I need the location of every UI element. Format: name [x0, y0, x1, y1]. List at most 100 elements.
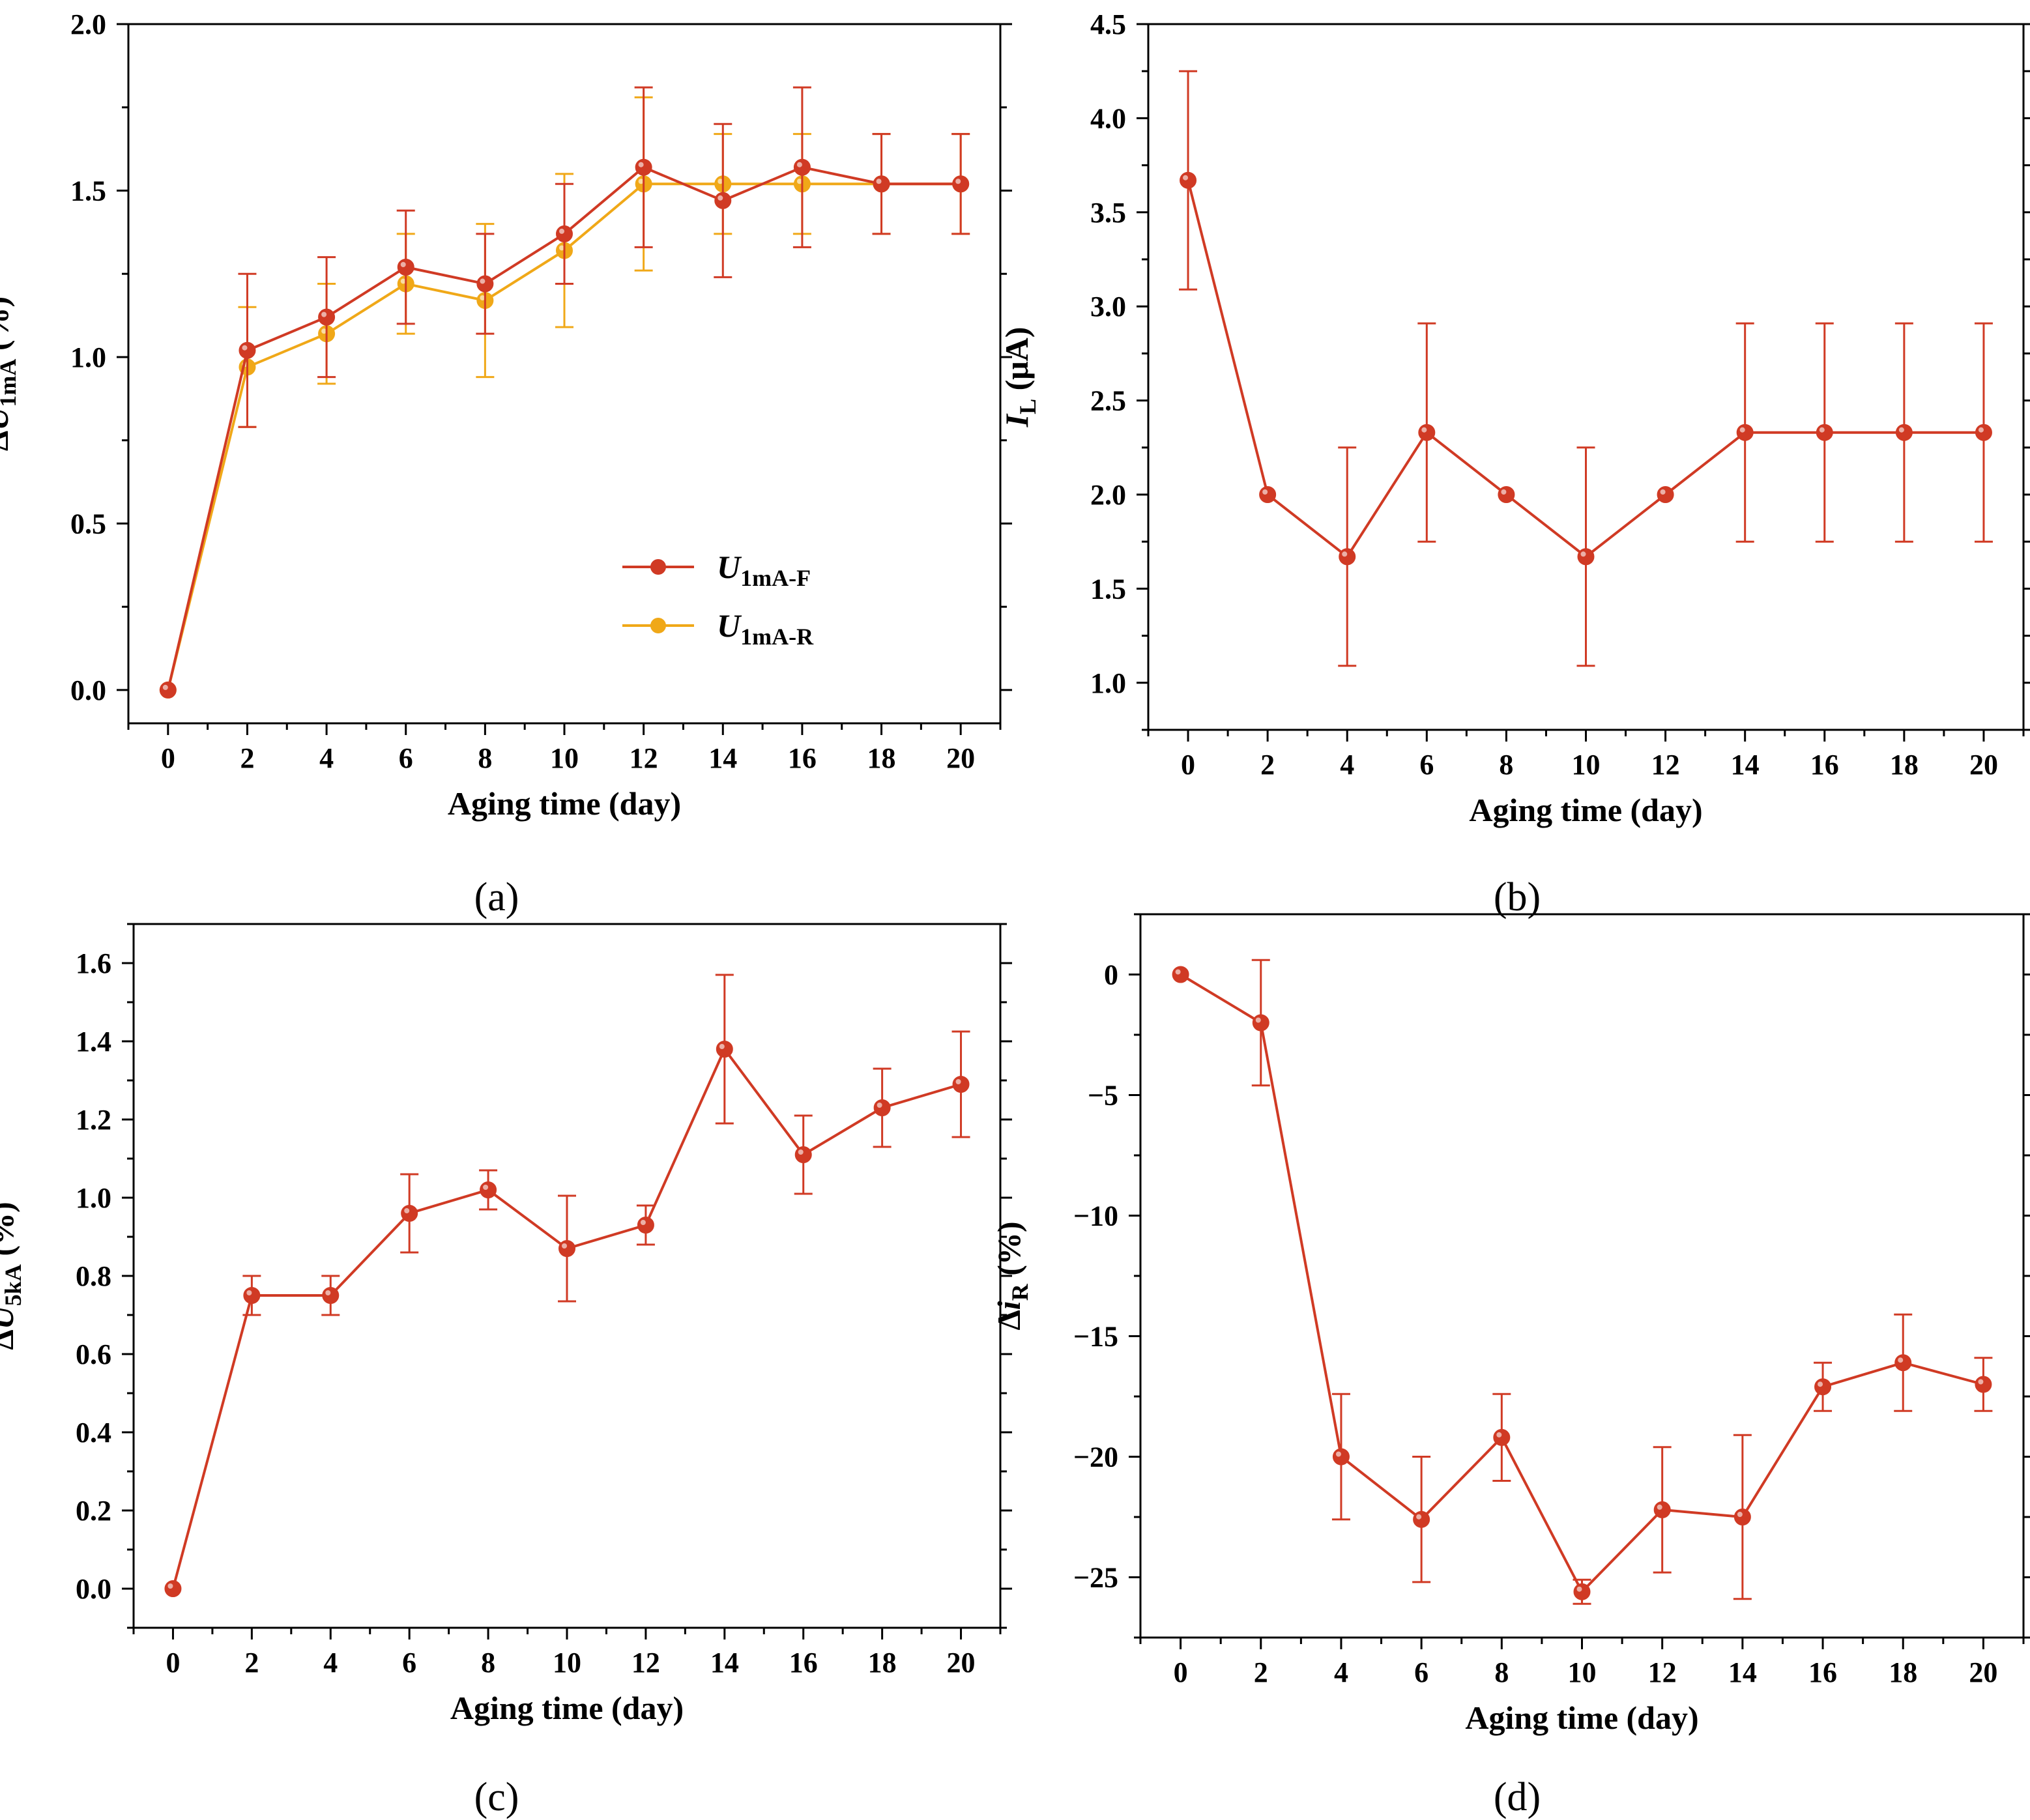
x-tick-label: 4: [1334, 1656, 1348, 1688]
data-point-highlight: [1496, 1432, 1502, 1437]
data-point-highlight: [1255, 1017, 1261, 1023]
x-tick-label: 16: [789, 1647, 818, 1679]
y-tick-label: 0.5: [70, 508, 106, 540]
data-point: [1498, 486, 1515, 503]
y-tick-label: 2.5: [1090, 385, 1126, 417]
data-point-highlight: [483, 1185, 489, 1190]
data-point-highlight: [955, 179, 961, 184]
x-axis-label: Aging time (day): [450, 1690, 684, 1726]
data-point-highlight: [480, 278, 486, 284]
data-point: [1894, 1354, 1912, 1372]
data-point: [1814, 1378, 1832, 1396]
data-point: [873, 175, 890, 193]
x-tick-label: 0: [166, 1647, 180, 1679]
y-tick-label: −25: [1073, 1562, 1118, 1594]
x-tick-label: 12: [631, 1647, 660, 1679]
data-point: [1573, 1583, 1591, 1600]
x-tick-label: 14: [708, 742, 737, 774]
y-tick-label: 1.5: [1090, 573, 1126, 605]
data-point-highlight: [1416, 1514, 1422, 1520]
data-point-highlight: [876, 179, 882, 184]
plot-frame: [127, 23, 1002, 725]
data-point-highlight: [167, 1583, 173, 1589]
data-point-highlight: [1335, 1451, 1341, 1457]
x-tick-label: 16: [1808, 1656, 1837, 1688]
data-point-highlight: [1175, 969, 1181, 975]
data-point-highlight: [400, 261, 406, 267]
x-tick-label: 10: [553, 1647, 581, 1679]
panel-label: (a): [474, 875, 519, 919]
data-point-highlight: [1898, 1357, 1904, 1363]
x-axis-label: Aging time (day): [1465, 1699, 1698, 1736]
x-tick-label: 14: [1728, 1656, 1757, 1688]
data-point-highlight: [480, 295, 486, 301]
data-point-highlight: [321, 328, 327, 334]
y-tick-label: 2.0: [70, 8, 106, 40]
data-point: [243, 1287, 261, 1304]
data-point-highlight: [404, 1208, 410, 1213]
series-U1mA-F: [159, 86, 970, 699]
data-point: [1975, 1376, 1992, 1393]
y-tick-label: 3.5: [1090, 197, 1126, 229]
x-tick-label: 4: [323, 1647, 338, 1679]
data-point: [1252, 1014, 1269, 1032]
x-tick-label: 4: [319, 742, 334, 774]
data-point-highlight: [1978, 427, 1984, 433]
data-point-highlight: [559, 228, 564, 234]
data-point: [164, 1580, 182, 1597]
y-tick-label: 0.0: [76, 1573, 111, 1605]
data-point-highlight: [877, 1103, 882, 1108]
x-tick-label: 18: [868, 1647, 897, 1679]
panel-label: (c): [474, 1775, 519, 1819]
plot-frame: [1139, 913, 2025, 1639]
y-tick-label: 1.5: [70, 175, 106, 207]
legend-marker: [650, 559, 666, 575]
data-point-highlight: [1657, 1504, 1662, 1510]
y-tick-label: 0.6: [76, 1338, 111, 1370]
series-U5kA: [164, 974, 970, 1597]
data-point-highlight: [1818, 1381, 1823, 1387]
data-point: [1975, 424, 1992, 441]
data-point: [1332, 1448, 1350, 1466]
data-point: [793, 158, 811, 176]
y-axis-label: IL (μA): [998, 327, 1041, 428]
data-point: [1413, 1510, 1430, 1528]
data-point-highlight: [162, 684, 168, 690]
data-point: [318, 308, 336, 326]
data-point-highlight: [1580, 551, 1586, 557]
x-tick-label: 2: [240, 742, 254, 774]
data-point-highlight: [1576, 1586, 1582, 1592]
y-tick-label: 1.0: [76, 1182, 111, 1214]
x-tick-label: 14: [1731, 749, 1760, 781]
data-point-highlight: [796, 179, 802, 184]
data-point-highlight: [325, 1290, 331, 1295]
data-point-highlight: [1342, 551, 1348, 557]
data-point: [397, 258, 414, 276]
y-tick-label: 3.0: [1090, 291, 1126, 323]
data-point: [1895, 424, 1913, 441]
legend-marker: [650, 618, 666, 633]
x-axis-label: Aging time (day): [1469, 792, 1702, 828]
data-point: [873, 1099, 891, 1116]
data-point: [1172, 966, 1189, 983]
data-point: [401, 1205, 418, 1222]
data-point-highlight: [638, 162, 644, 167]
data-point-highlight: [638, 179, 644, 184]
data-point-highlight: [1739, 427, 1745, 433]
data-point: [1736, 424, 1754, 441]
data-point-highlight: [400, 278, 406, 284]
y-tick-label: 4.0: [1090, 102, 1126, 134]
x-tick-label: 8: [478, 742, 492, 774]
x-tick-label: 4: [1340, 749, 1354, 781]
chart-a: 0 2 4 6 8 10 12 14 16 18 20 0.0 0.5 1.0 1.5 2.0 Aging ti…: [0, 8, 1012, 919]
data-point: [556, 225, 573, 242]
x-tick-label: 14: [710, 1647, 739, 1679]
x-tick-label: 10: [550, 742, 579, 774]
x-tick-label: 0: [161, 742, 175, 774]
y-tick-label: 2.0: [1090, 479, 1126, 511]
data-point: [1816, 424, 1833, 441]
panel-label: (d): [1494, 1775, 1541, 1819]
x-tick-label: 2: [1254, 1656, 1268, 1688]
data-point-highlight: [1978, 1379, 1984, 1385]
data-point: [239, 341, 256, 359]
